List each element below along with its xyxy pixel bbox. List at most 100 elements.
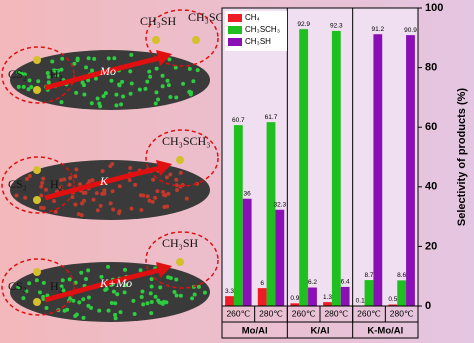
sulfur-atom	[33, 166, 41, 174]
particle	[70, 195, 75, 200]
particle	[184, 196, 189, 201]
bar	[406, 35, 415, 306]
particle	[114, 103, 119, 108]
particle	[23, 195, 28, 200]
particle	[101, 94, 106, 99]
sulfur-atom	[176, 156, 184, 164]
particle	[74, 90, 79, 95]
particle	[112, 56, 117, 61]
value-label: 0.5	[388, 296, 397, 303]
hydrogen-label: H₂	[50, 279, 63, 293]
reactant-circle	[1, 46, 75, 104]
particle	[202, 290, 207, 295]
y-tick-label: 60	[425, 121, 437, 133]
particle	[168, 172, 173, 177]
particle	[195, 68, 200, 73]
value-label: 60.7	[232, 117, 245, 124]
value-label: 61.7	[265, 114, 278, 121]
particle	[80, 201, 85, 206]
particle	[16, 84, 21, 89]
particle	[161, 189, 166, 194]
particle	[34, 278, 39, 283]
particle	[139, 208, 144, 213]
particle	[117, 82, 122, 87]
particle	[160, 84, 165, 89]
legend-swatch	[228, 14, 242, 22]
particle	[129, 206, 134, 211]
particle	[91, 197, 96, 202]
particle	[175, 188, 180, 193]
particle	[106, 308, 111, 313]
reactant-circle	[1, 258, 75, 316]
particle	[137, 87, 142, 92]
particle	[46, 80, 51, 85]
particle	[174, 177, 179, 182]
particle	[95, 208, 100, 213]
particle	[141, 302, 146, 307]
particle	[127, 178, 132, 183]
particle	[86, 295, 91, 300]
particle	[156, 97, 161, 102]
particle	[164, 175, 169, 180]
particle	[27, 281, 32, 286]
particle	[98, 104, 103, 109]
sulfur-atom	[33, 56, 41, 64]
particle	[102, 188, 107, 193]
bar	[242, 198, 252, 306]
particle	[122, 290, 127, 295]
particle	[16, 285, 21, 290]
bar	[233, 125, 243, 306]
particle	[113, 316, 118, 321]
particle	[73, 202, 78, 207]
sulfur-atom	[33, 268, 41, 276]
particle	[81, 83, 86, 88]
particle	[14, 193, 19, 198]
particle	[21, 296, 26, 301]
particle	[60, 278, 65, 283]
particle	[118, 310, 123, 315]
particle	[109, 300, 114, 305]
group-label: K/Al	[311, 326, 330, 337]
particle	[143, 86, 148, 91]
particle	[52, 199, 57, 204]
value-label: 6	[260, 280, 264, 287]
y-tick-label: 100	[425, 2, 443, 14]
particle	[121, 94, 126, 99]
axis-frame	[221, 305, 419, 339]
y-tick-label: 40	[425, 181, 437, 193]
particle	[84, 65, 89, 70]
particle	[41, 280, 46, 285]
reactant-label: CS₂	[8, 177, 27, 191]
y-tick-label: 0	[425, 300, 431, 312]
particle	[59, 100, 64, 105]
particle	[172, 290, 177, 295]
particle	[128, 166, 133, 171]
y-tick-label: 20	[425, 240, 437, 252]
particle	[40, 180, 45, 185]
particle	[145, 194, 150, 199]
particle	[86, 268, 91, 273]
particle	[110, 162, 115, 167]
value-label: 36	[244, 190, 252, 197]
product-circle	[145, 129, 219, 187]
particle	[128, 91, 133, 96]
value-label: 91.2	[371, 26, 384, 33]
particle	[60, 56, 65, 61]
value-label: 0.9	[290, 295, 299, 302]
particle	[174, 277, 179, 282]
catalyst-label: K+Mo	[99, 276, 132, 290]
x-tick-label: 280℃	[390, 308, 414, 318]
product-label: CH₃SCH₃	[162, 134, 210, 148]
particle	[196, 284, 201, 289]
particle	[155, 189, 160, 194]
bar	[373, 34, 383, 306]
particle	[41, 206, 46, 211]
value-label: 32.3	[273, 201, 286, 208]
particle	[73, 280, 78, 285]
particle	[145, 301, 150, 306]
value-label: 8.7	[364, 272, 373, 279]
particle	[82, 92, 87, 97]
particle	[76, 212, 81, 217]
legend-label: CH₃SCH₃	[245, 25, 280, 34]
